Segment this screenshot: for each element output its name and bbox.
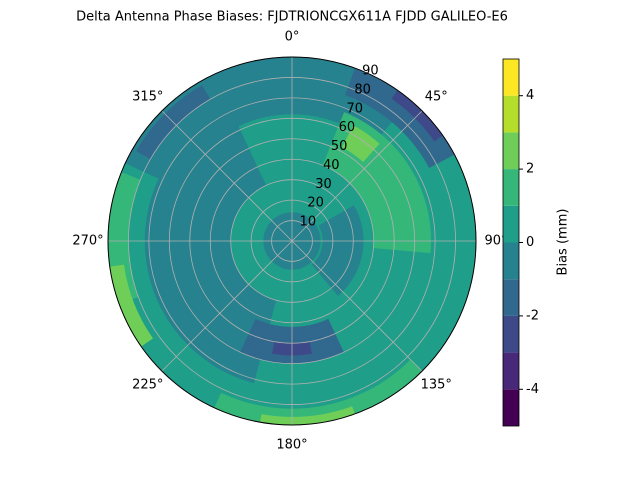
colorbar-band (503, 242, 519, 280)
colorbar-tick-label: -2 (526, 308, 539, 323)
chart-title: Delta Antenna Phase Biases: FJDTRIONCGX6… (76, 10, 508, 25)
r-tick-label: 30 (315, 177, 332, 192)
colorbar-tick-label: 4 (526, 88, 534, 103)
colorbar-band (503, 352, 519, 390)
polar-frame (107, 56, 477, 426)
colorbar-tick-label: -4 (526, 382, 539, 397)
angular-grid (291, 240, 423, 372)
theta-tick-label: 0° (285, 30, 300, 45)
r-tick-label: 10 (300, 215, 317, 230)
colorbar-tick-label: 2 (526, 162, 534, 177)
r-tick-label: 60 (339, 120, 356, 135)
theta-tick-label: 270° (72, 234, 103, 249)
colorbar-band (503, 132, 519, 170)
colorbar-band (503, 169, 519, 206)
colorbar-band (503, 315, 519, 353)
theta-tick-label: 225° (132, 378, 163, 393)
angular-grid (291, 110, 423, 242)
angular-grid (161, 110, 293, 242)
colorbar-band (503, 389, 519, 426)
theta-tick-label: 135° (421, 378, 452, 393)
theta-tick-label: 315° (132, 89, 163, 104)
angular-grid (161, 240, 293, 372)
r-tick-label: 40 (323, 158, 340, 173)
colorbar-band (503, 279, 519, 316)
colorbar-tick-label: 0 (526, 235, 534, 250)
colorbar-band (503, 59, 519, 96)
contour-region (341, 125, 380, 162)
colorbar-band (503, 95, 519, 133)
colorbar-label: Bias (mm) (556, 209, 571, 276)
theta-tick-label: 45° (425, 89, 448, 104)
theta-tick-label: 90° (484, 234, 507, 249)
r-tick-label: 50 (331, 139, 348, 154)
r-tick-label: 20 (307, 196, 324, 211)
colorbar-band (503, 205, 519, 243)
contour-region (109, 264, 153, 347)
r-tick-label: 70 (346, 101, 363, 116)
r-tick-label: 80 (354, 82, 371, 97)
contour-region (214, 359, 423, 426)
r-tick-label: 90 (362, 64, 379, 79)
theta-tick-label: 180° (276, 438, 307, 453)
